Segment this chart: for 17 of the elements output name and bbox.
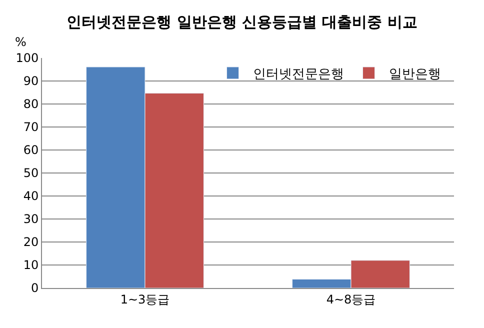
y-tick-label: 80 <box>23 97 39 112</box>
y-axis-title: % <box>15 35 26 49</box>
y-tick-label: 10 <box>23 258 39 272</box>
legend-label: 인터넷전문은행 <box>252 67 344 82</box>
y-tick-label: 100 <box>16 51 39 66</box>
y-tick-label: 30 <box>23 212 39 226</box>
y-tick-label: 0 <box>30 281 39 296</box>
x-tick-label: 4~8등급 <box>326 292 376 306</box>
y-tick-label: 50 <box>23 166 39 180</box>
y-tick-label: 90 <box>23 74 39 88</box>
y-tick-label: 60 <box>23 143 39 158</box>
legend-label: 일반은행 <box>388 67 441 82</box>
x-tick-label: 1~3등급 <box>120 292 170 306</box>
y-tick-label: 40 <box>23 189 39 204</box>
y-tick-label: 20 <box>23 235 39 250</box>
chart-title: 인터넷전문은행 일반은행 신용등급별 대출비중 비교 <box>66 12 418 31</box>
y-tick-label: 70 <box>23 120 39 134</box>
